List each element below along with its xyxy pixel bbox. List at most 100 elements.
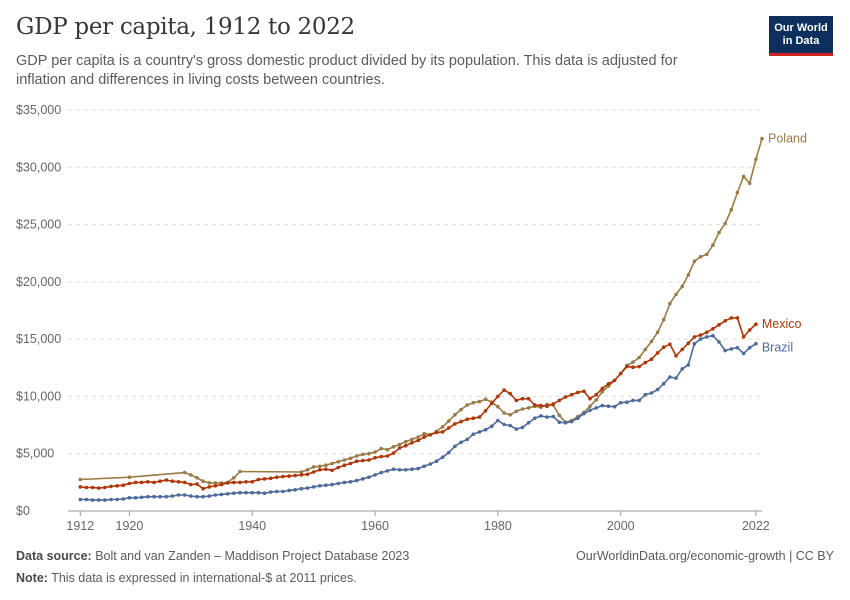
data-point-brazil[interactable]	[618, 400, 623, 405]
data-point-mexico[interactable]	[674, 354, 678, 358]
data-point-brazil[interactable]	[717, 340, 721, 344]
data-point-mexico[interactable]	[324, 467, 328, 472]
data-point-brazil[interactable]	[318, 484, 322, 488]
data-point-brazil[interactable]	[539, 414, 543, 418]
data-point-poland[interactable]	[588, 404, 592, 409]
data-point-brazil[interactable]	[96, 498, 101, 502]
data-point-brazil[interactable]	[385, 469, 390, 473]
data-point-mexico[interactable]	[631, 365, 635, 370]
data-point-brazil[interactable]	[490, 424, 494, 429]
data-point-brazil[interactable]	[637, 398, 641, 403]
data-point-mexico[interactable]	[256, 477, 261, 482]
data-point-mexico[interactable]	[139, 480, 144, 485]
data-point-mexico[interactable]	[109, 484, 113, 489]
data-point-mexico[interactable]	[434, 430, 439, 435]
data-point-mexico[interactable]	[526, 396, 531, 401]
data-point-brazil[interactable]	[741, 351, 746, 356]
data-point-brazil[interactable]	[563, 421, 568, 425]
data-point-brazil[interactable]	[287, 488, 291, 493]
data-point-poland[interactable]	[318, 464, 322, 469]
data-point-brazil[interactable]	[281, 489, 285, 494]
data-point-poland[interactable]	[324, 463, 328, 468]
data-point-mexico[interactable]	[729, 316, 734, 320]
data-point-mexico[interactable]	[238, 480, 242, 485]
data-point-mexico[interactable]	[201, 486, 205, 491]
data-point-poland[interactable]	[354, 454, 359, 458]
data-point-mexico[interactable]	[373, 455, 377, 460]
data-point-poland[interactable]	[391, 445, 396, 449]
data-point-mexico[interactable]	[152, 480, 156, 485]
data-point-brazil[interactable]	[747, 345, 752, 350]
data-point-mexico[interactable]	[84, 485, 89, 490]
data-point-brazil[interactable]	[391, 467, 396, 472]
data-point-brazil[interactable]	[139, 495, 144, 500]
data-point-poland[interactable]	[189, 473, 193, 477]
data-point-brazil[interactable]	[225, 492, 230, 496]
data-point-mexico[interactable]	[704, 330, 709, 335]
data-point-brazil[interactable]	[361, 477, 365, 481]
data-point-poland[interactable]	[422, 431, 427, 436]
data-point-mexico[interactable]	[121, 483, 126, 488]
data-point-poland[interactable]	[508, 413, 512, 417]
data-point-brazil[interactable]	[213, 493, 218, 497]
data-point-poland[interactable]	[311, 465, 316, 469]
data-point-mexico[interactable]	[195, 482, 199, 486]
data-point-poland[interactable]	[465, 403, 470, 407]
data-point-brazil[interactable]	[262, 491, 267, 496]
data-point-mexico[interactable]	[275, 475, 279, 480]
data-point-poland[interactable]	[127, 475, 132, 480]
data-point-brazil[interactable]	[244, 490, 248, 495]
data-point-mexico[interactable]	[551, 402, 555, 406]
data-point-brazil[interactable]	[336, 481, 341, 486]
data-point-mexico[interactable]	[668, 342, 672, 347]
data-point-brazil[interactable]	[711, 333, 715, 338]
data-point-poland[interactable]	[477, 399, 482, 404]
data-point-brazil[interactable]	[533, 416, 537, 421]
data-point-brazil[interactable]	[232, 491, 236, 496]
data-point-brazil[interactable]	[330, 482, 334, 487]
data-point-brazil[interactable]	[275, 489, 279, 494]
data-point-brazil[interactable]	[416, 466, 420, 471]
data-point-mexico[interactable]	[447, 426, 451, 430]
data-point-poland[interactable]	[440, 425, 445, 429]
data-point-brazil[interactable]	[84, 497, 89, 502]
data-point-mexico[interactable]	[404, 443, 408, 448]
data-point-mexico[interactable]	[655, 351, 660, 355]
data-point-poland[interactable]	[416, 435, 420, 439]
data-point-poland[interactable]	[668, 301, 672, 306]
data-point-poland[interactable]	[238, 469, 242, 474]
data-point-brazil[interactable]	[496, 418, 500, 423]
data-point-brazil[interactable]	[477, 430, 482, 434]
data-point-poland[interactable]	[717, 230, 721, 235]
data-point-mexico[interactable]	[311, 470, 316, 474]
data-point-poland[interactable]	[471, 400, 476, 405]
data-point-brazil[interactable]	[729, 347, 734, 351]
data-point-brazil[interactable]	[379, 470, 384, 475]
data-point-poland[interactable]	[723, 221, 727, 226]
data-point-poland[interactable]	[747, 181, 752, 186]
data-point-mexico[interactable]	[354, 459, 359, 464]
data-point-mexico[interactable]	[385, 454, 390, 458]
data-point-brazil[interactable]	[250, 490, 254, 495]
data-point-mexico[interactable]	[453, 422, 457, 426]
data-point-mexico[interactable]	[576, 390, 580, 395]
data-point-brazil[interactable]	[299, 486, 304, 491]
series-label-mexico[interactable]: Mexico	[762, 317, 802, 331]
data-point-poland[interactable]	[649, 339, 654, 344]
data-point-poland[interactable]	[711, 243, 715, 247]
data-point-brazil[interactable]	[268, 490, 273, 494]
data-point-mexico[interactable]	[520, 396, 525, 401]
data-point-mexico[interactable]	[416, 438, 420, 443]
data-point-poland[interactable]	[397, 442, 402, 447]
data-point-brazil[interactable]	[668, 375, 672, 379]
series-label-brazil[interactable]: Brazil	[762, 341, 793, 355]
data-point-mexico[interactable]	[625, 364, 629, 369]
data-point-brazil[interactable]	[342, 480, 347, 485]
data-point-mexico[interactable]	[318, 468, 322, 472]
data-point-brazil[interactable]	[471, 432, 476, 437]
data-point-poland[interactable]	[330, 461, 334, 466]
data-point-brazil[interactable]	[182, 493, 187, 497]
data-point-mexico[interactable]	[410, 441, 414, 445]
data-point-poland[interactable]	[674, 292, 678, 297]
data-point-mexico[interactable]	[428, 433, 433, 437]
